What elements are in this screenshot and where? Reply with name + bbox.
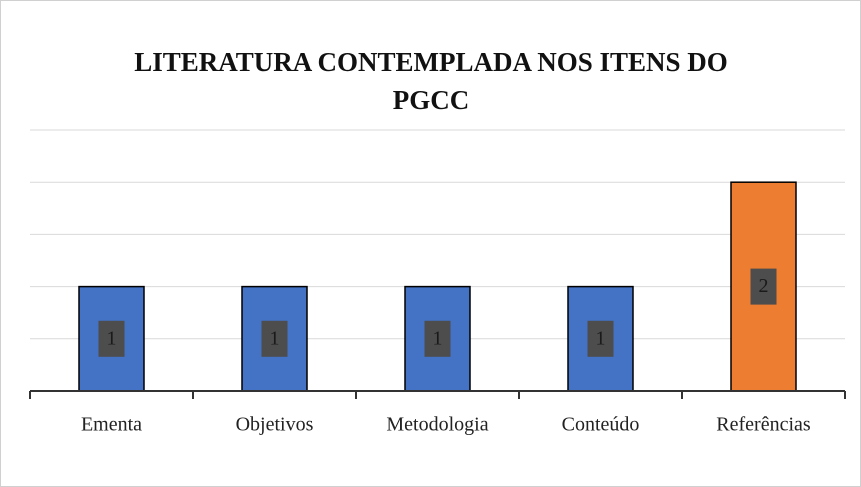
data-label: 1 (596, 327, 606, 349)
data-label-box (261, 320, 288, 357)
x-tick-label: Metodologia (386, 414, 488, 436)
x-tick-label: Referências (716, 414, 811, 436)
data-label-box (424, 320, 451, 357)
x-tick-label: Ementa (81, 414, 142, 436)
data-label: 1 (433, 327, 443, 349)
data-label-box (587, 320, 614, 357)
chart-title: LITERATURA CONTEMPLADA NOS ITENS DO PGCC (134, 47, 728, 115)
data-label-box (750, 268, 777, 305)
data-label-box (98, 320, 125, 357)
x-tick-label: Conteúdo (562, 414, 640, 436)
data-label: 1 (107, 327, 117, 349)
x-tick-label: Objetivos (236, 414, 314, 436)
data-label: 2 (759, 275, 769, 297)
data-label: 1 (270, 327, 280, 349)
